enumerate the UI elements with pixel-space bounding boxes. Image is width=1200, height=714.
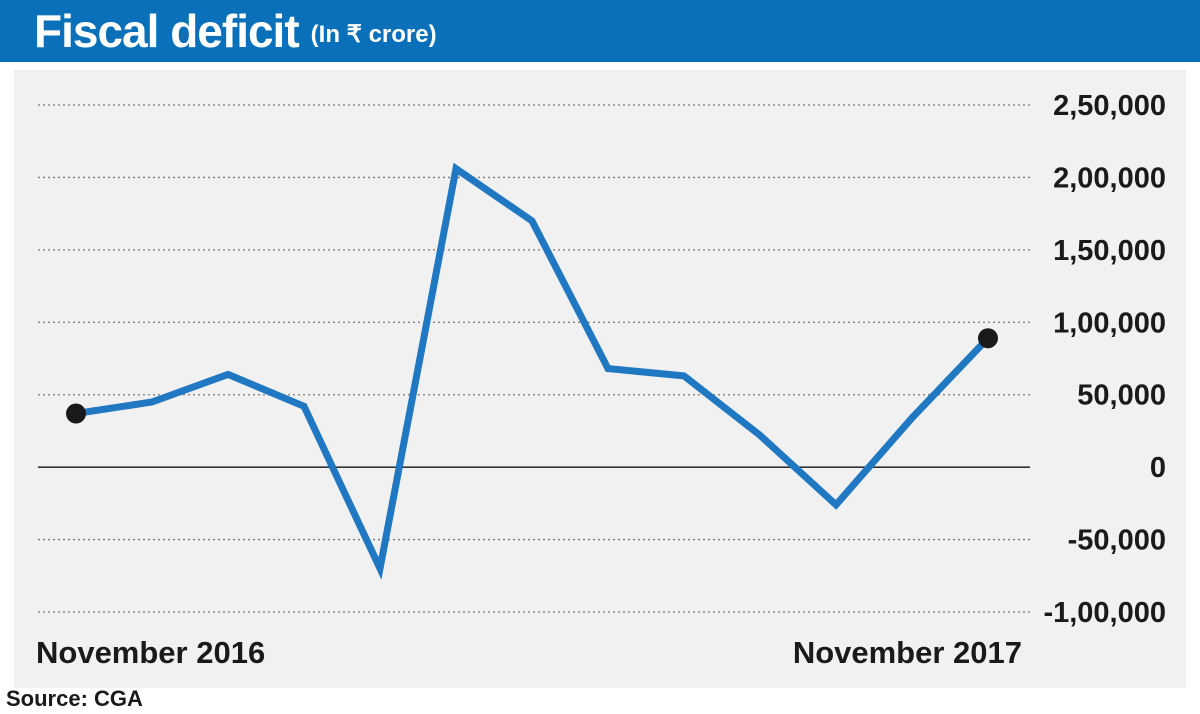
x-axis-labels: November 2016 November 2017 — [36, 635, 1022, 670]
y-tick-label: 2,00,000 — [1053, 162, 1166, 194]
y-tick-label: 2,50,000 — [1053, 90, 1166, 122]
y-tick-label: 50,000 — [1077, 380, 1166, 412]
y-axis-labels: 2,50,000 2,00,000 1,50,000 1,00,000 50,000 0 -… — [1043, 90, 1166, 629]
series-line — [72, 162, 992, 580]
title-bar: Fiscal deficit (In ₹ crore) — [0, 0, 1200, 62]
source-note: Source: CGA — [6, 686, 143, 711]
grid-lines — [38, 104, 1030, 613]
y-tick-label: -50,000 — [1068, 525, 1166, 557]
y-tick-label: 1,50,000 — [1053, 235, 1166, 267]
endpoint-marker — [978, 328, 998, 349]
x-end-label: November 2017 — [793, 635, 1022, 670]
x-start-label: November 2016 — [36, 635, 265, 670]
endpoint-marker — [66, 403, 86, 424]
y-tick-label: -1,00,000 — [1043, 597, 1166, 629]
chart-title: Fiscal deficit — [34, 5, 300, 57]
y-tick-label: 1,00,000 — [1053, 307, 1166, 339]
y-tick-label: 0 — [1150, 452, 1166, 484]
chart-unit: (In ₹ crore) — [310, 20, 437, 48]
series-fiscal-deficit — [66, 162, 998, 580]
